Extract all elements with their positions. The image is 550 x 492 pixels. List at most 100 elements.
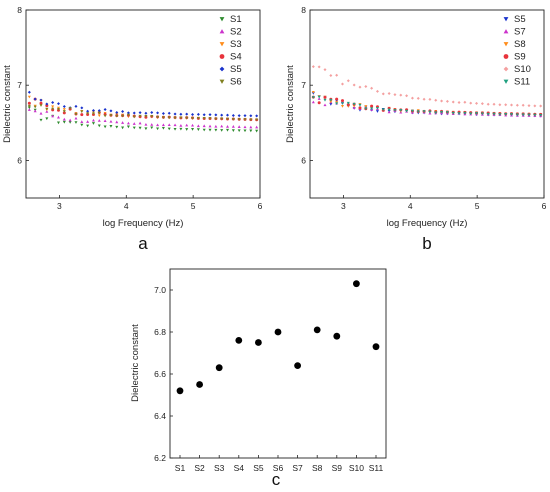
data-point-a-S5-33 <box>220 113 224 117</box>
data-point-b-S10-22 <box>440 99 444 103</box>
data-point-b-S10-0 <box>311 65 315 69</box>
data-point-a-S6-1 <box>33 105 37 109</box>
data-point-a-S5-17 <box>126 111 130 115</box>
data-point-a-S5-27 <box>185 112 189 116</box>
data-point-b-S10-37 <box>527 104 531 108</box>
legend-label-a-S1: S1 <box>230 14 242 25</box>
data-point-a-S2-17 <box>126 121 130 125</box>
data-point-a-S1-17 <box>126 125 130 129</box>
data-point-b-S5-3 <box>329 103 333 106</box>
data-point-b-S10-23 <box>445 99 449 103</box>
data-point-a-S5-35 <box>231 113 235 117</box>
data-point-a-S5-32 <box>214 113 218 117</box>
data-point-a-S4-9 <box>80 113 84 117</box>
data-point-a-S2-4 <box>51 114 55 118</box>
data-point-a-S6-31 <box>208 117 212 120</box>
data-point-a-S6-5 <box>56 108 60 111</box>
data-point-a-S5-36 <box>237 114 241 118</box>
data-point-a-S6-25 <box>173 116 177 120</box>
data-point-b-S10-5 <box>340 82 344 86</box>
data-point-b-S11-36 <box>521 113 525 117</box>
data-point-a-S6-3 <box>45 107 49 111</box>
data-point-b-S10-18 <box>416 96 420 100</box>
y-tick-label-a-0: 6 <box>17 155 22 165</box>
ticks-c: 6.2 6.4 6.6 6.8 7.0 S1 S2 S3 S4 S5 S6 S7 S8 S9 S10 S11 <box>154 285 383 473</box>
data-point-a-S5-37 <box>243 114 247 118</box>
data-point-a-S1-27 <box>185 128 189 131</box>
data-point-a-S6-32 <box>214 117 218 121</box>
x-tick-label-c-S4: S4 <box>234 463 245 473</box>
data-point-a-S6-36 <box>237 118 241 121</box>
x-tick-label-c-S3: S3 <box>214 463 225 473</box>
data-point-b-S10-36 <box>521 103 525 107</box>
data-point-a-S2-2 <box>39 111 43 115</box>
data-point-a-S6-21 <box>150 115 154 118</box>
data-point-b-S10-3 <box>329 74 333 78</box>
y-tick-label-c-4: 7.0 <box>154 285 166 295</box>
data-point-b-S10-33 <box>504 103 508 107</box>
data-point-a-S5-28 <box>191 113 195 117</box>
legend-marker-b-S8 <box>503 42 509 47</box>
x-tick-label-b-3: 6 <box>542 201 547 211</box>
data-point-b-S11-31 <box>492 112 496 116</box>
data-point-a-S2-38 <box>249 125 253 129</box>
x-tick-label-c-S10: S10 <box>349 463 364 473</box>
data-point-b-S11-16 <box>405 109 409 113</box>
data-point-b-S11-29 <box>480 112 484 116</box>
data-point-b-S10-10 <box>370 86 374 90</box>
y-axis-label-c: Dielectric constant <box>130 324 141 402</box>
data-point-a-S5-4 <box>51 101 55 105</box>
x-axis-label-b: log Frequency (Hz) <box>387 218 468 229</box>
x-tick-label-b-1: 4 <box>408 201 413 211</box>
data-point-a-S2-35 <box>231 125 235 128</box>
data-point-a-S1-23 <box>161 126 165 130</box>
data-point-c-S4 <box>235 337 243 344</box>
legend-marker-a-S1 <box>219 17 225 22</box>
data-point-a-S5-15 <box>115 110 119 114</box>
data-point-b-S11-22 <box>440 110 444 114</box>
data-point-a-S5-39 <box>255 114 259 118</box>
data-point-b-S10-17 <box>410 96 414 100</box>
data-point-a-S6-9 <box>80 110 84 114</box>
data-point-b-S11-14 <box>393 109 397 112</box>
data-point-c-S1 <box>176 387 184 395</box>
data-point-b-S10-15 <box>399 93 403 97</box>
data-point-a-S1-34 <box>226 128 230 132</box>
data-point-b-S10-13 <box>387 92 391 96</box>
data-point-b-S10-38 <box>533 104 537 108</box>
points-a <box>27 90 259 133</box>
data-point-a-S1-19 <box>138 126 142 130</box>
data-point-b-S11-35 <box>515 113 519 117</box>
data-point-b-S10-12 <box>381 92 385 96</box>
data-point-a-S5-22 <box>156 111 160 115</box>
data-point-a-S2-1 <box>33 109 37 113</box>
chart-panel-c: 6.26.46.66.87.0S1 S2 S3 S4 S5 S6 S7 S8 S9 S10 S11 … <box>130 268 387 489</box>
ticks-a: 3 4 5 6 6 7 8 <box>17 5 262 211</box>
legend-label-b-S10: S10 <box>514 64 531 75</box>
data-point-a-S5-12 <box>97 109 101 113</box>
data-point-a-S4-0 <box>27 101 31 105</box>
data-point-b-S10-19 <box>422 97 426 101</box>
legend-marker-a-S2 <box>219 29 225 34</box>
data-point-b-S10-4 <box>335 73 339 77</box>
data-point-a-S1-37 <box>243 129 247 133</box>
x-tick-label-a-0: 3 <box>57 201 62 211</box>
data-point-b-S10-8 <box>358 85 362 89</box>
data-point-a-S2-18 <box>132 122 136 125</box>
data-point-b-S10-29 <box>480 102 484 106</box>
data-point-b-S10-25 <box>457 100 461 104</box>
y-tick-label-c-2: 6.6 <box>154 369 166 379</box>
data-point-b-S11-11 <box>375 106 379 110</box>
data-point-a-S1-29 <box>196 128 200 131</box>
data-point-c-S8 <box>313 326 321 334</box>
legend-marker-b-S7 <box>503 29 509 34</box>
data-point-a-S1-0 <box>27 106 31 110</box>
data-point-b-S11-2 <box>323 98 327 102</box>
data-point-a-S1-38 <box>249 129 253 133</box>
data-point-b-S10-11 <box>375 89 379 93</box>
data-point-a-S2-30 <box>202 124 206 128</box>
points-b <box>311 65 543 118</box>
legend-marker-b-S5 <box>503 17 509 22</box>
data-point-a-S1-25 <box>173 127 177 131</box>
